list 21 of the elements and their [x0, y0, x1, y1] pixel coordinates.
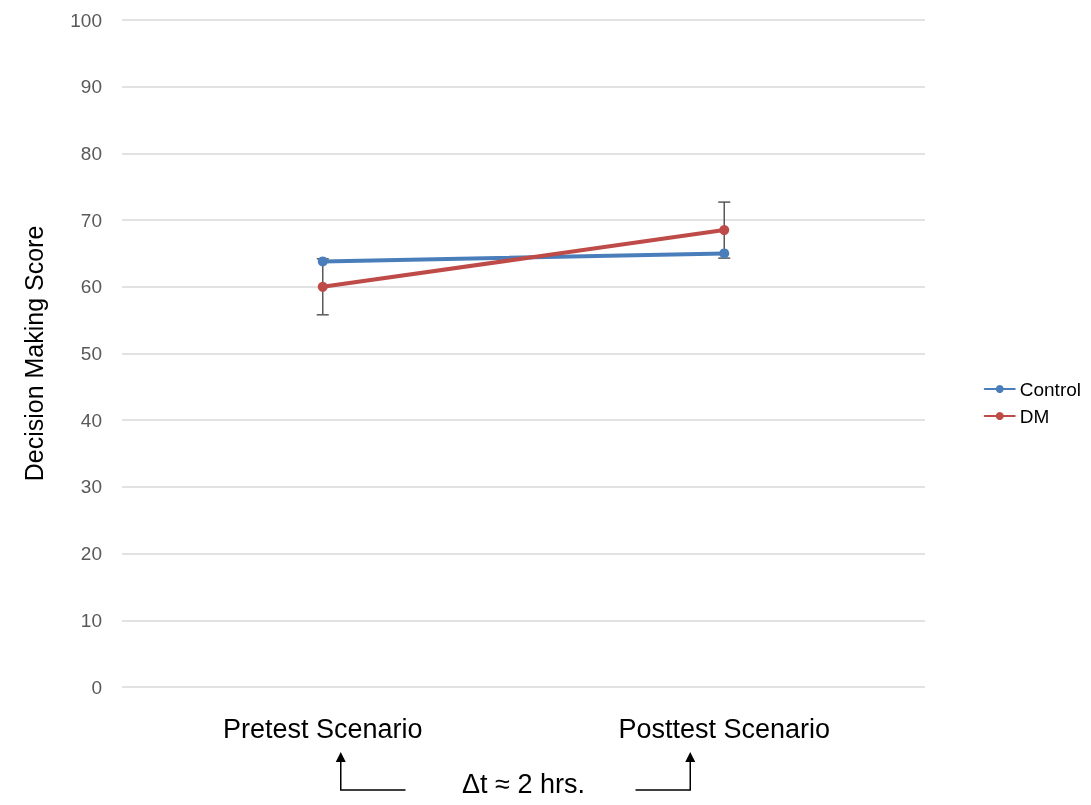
y-tick-label: 30	[80, 476, 102, 498]
y-tick-label: 0	[91, 676, 102, 698]
y-tick-label: 20	[80, 543, 102, 565]
text: Δt ≈ 2 hrs.	[462, 768, 585, 799]
y-tick-label: 50	[80, 343, 102, 364]
point	[719, 225, 730, 236]
point	[317, 256, 328, 267]
point	[719, 248, 730, 259]
y-tick-label: 100	[70, 9, 102, 31]
y-tick-label: 40	[80, 409, 102, 431]
legend-label: Control	[1019, 378, 1081, 400]
legend-label: DM	[1019, 405, 1050, 427]
y-tick-label: 70	[80, 209, 102, 231]
y-tick-label: 90	[80, 76, 102, 98]
y-axis-title: Decision Making Score	[19, 225, 48, 482]
point	[317, 281, 328, 292]
y-tick-label: 10	[80, 609, 102, 631]
x-tick-label: Pretest Scenario	[222, 713, 423, 744]
x-tick-label: Posttest Scenario	[618, 713, 831, 744]
y-tick-label: 80	[80, 142, 102, 164]
y-tick-label: 60	[80, 276, 102, 298]
